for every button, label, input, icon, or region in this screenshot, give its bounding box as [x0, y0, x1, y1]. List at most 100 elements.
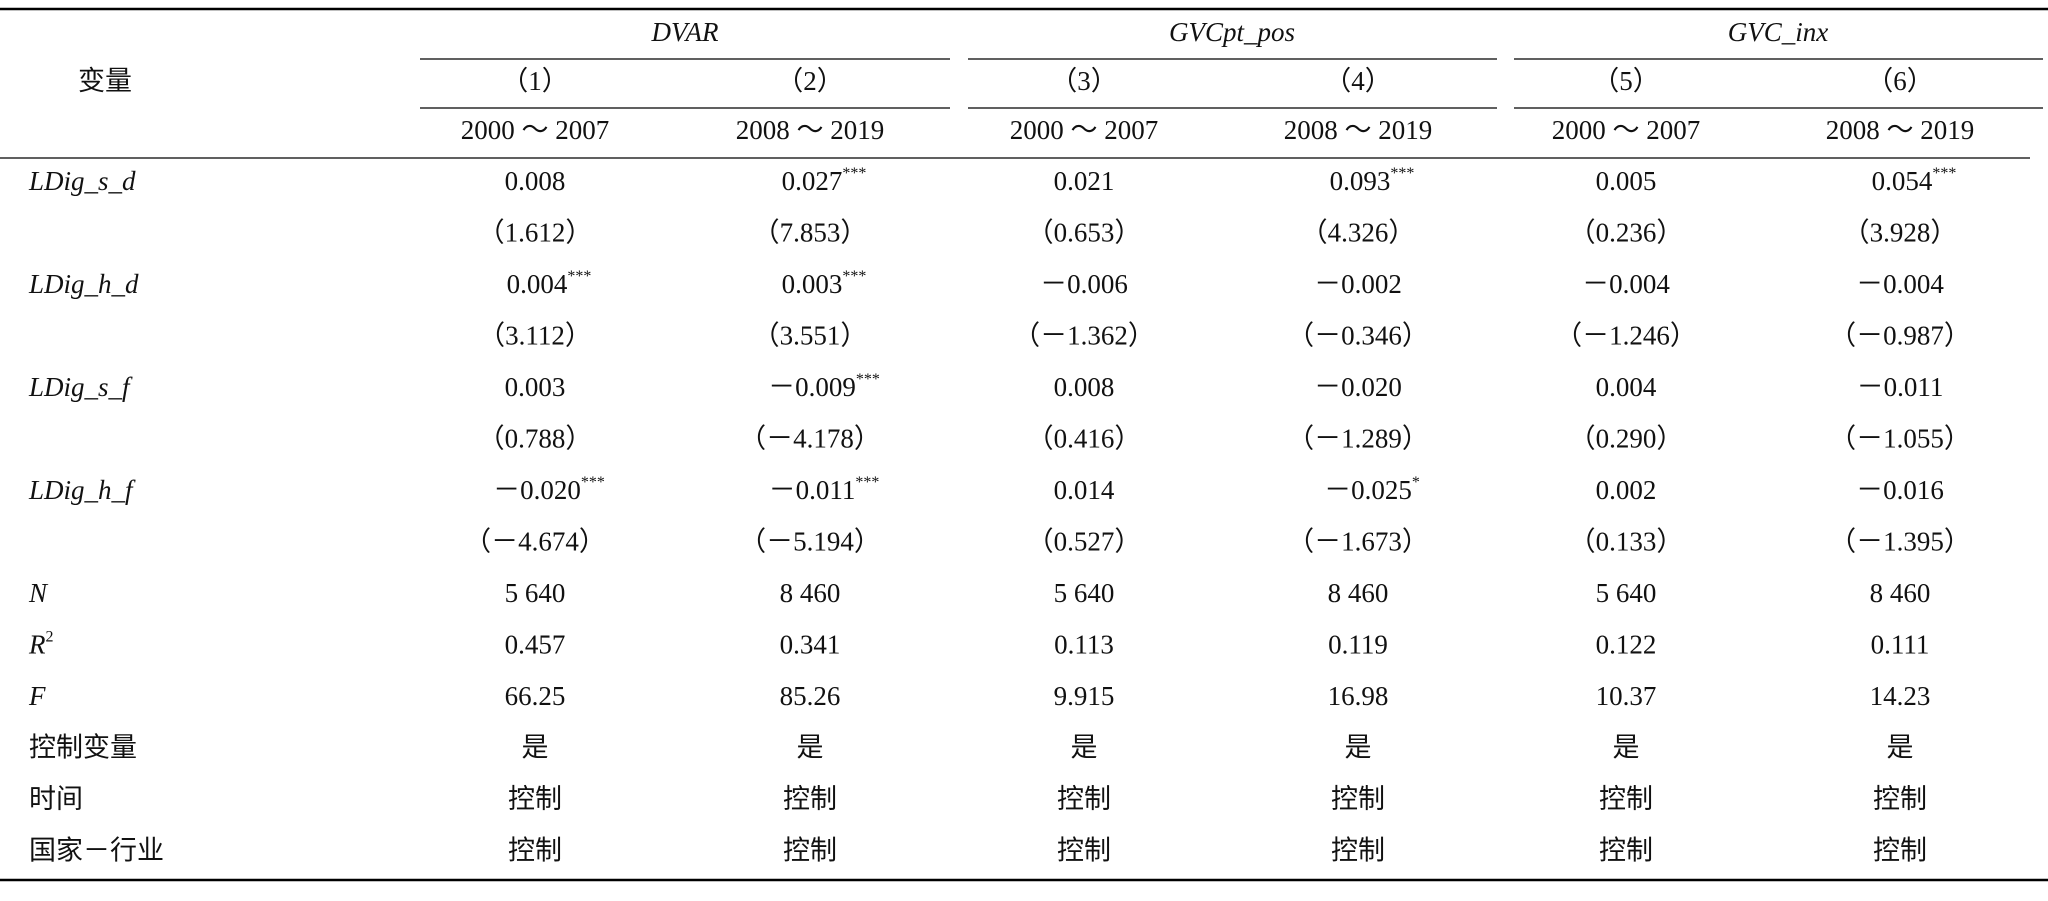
cell: 是	[1613, 733, 1640, 763]
cell-significance: ***	[581, 474, 605, 491]
cell-value: 0.027	[782, 166, 843, 196]
cell: （－1.673）	[1287, 527, 1429, 557]
cell: 控制	[783, 836, 837, 866]
group-header: GVCpt_pos	[1169, 17, 1295, 47]
cell: －0.020***	[493, 474, 605, 506]
cell: －0.009***	[768, 371, 880, 403]
cell: 0.003	[505, 372, 566, 402]
cell: 控制	[1873, 836, 1927, 866]
cell: 控制	[508, 784, 562, 814]
cell: （－1.362）	[1013, 321, 1155, 351]
cell: 0.014	[1054, 475, 1115, 505]
cell-value: －0.025	[1324, 475, 1412, 505]
cell-value: 0.054	[1872, 166, 1933, 196]
period-header: 2000 ～ 2007	[1010, 115, 1159, 145]
cell: 控制	[1057, 784, 1111, 814]
cell: 控制	[508, 836, 562, 866]
cell-significance: ***	[1932, 165, 1956, 182]
cell: 0.008	[505, 166, 566, 196]
cell: 0.005	[1596, 166, 1657, 196]
cell: 8 460	[780, 578, 841, 608]
cell: 8 460	[1328, 578, 1389, 608]
cell: －0.002	[1314, 269, 1402, 299]
cell: 16.98	[1328, 681, 1389, 711]
row-label: F	[28, 681, 46, 711]
cell: －0.004	[1856, 269, 1944, 299]
period-header: 2000 ～ 2007	[461, 115, 610, 145]
row-label: LDig_s_f	[28, 372, 133, 402]
cell: －0.011***	[769, 474, 880, 506]
cell: 0.113	[1054, 630, 1114, 660]
cell: 是	[522, 733, 549, 763]
cell: （－1.055）	[1829, 424, 1971, 454]
row-label: R2	[28, 628, 54, 660]
cell: －0.025*	[1324, 474, 1420, 506]
model-header: （5）	[1592, 66, 1660, 96]
cell: （－1.246）	[1555, 321, 1697, 351]
cell: 5 640	[505, 578, 566, 608]
cell-significance: ***	[567, 268, 591, 285]
period-header: 2008 ～ 2019	[1284, 115, 1433, 145]
cell: （－0.987）	[1829, 321, 1971, 351]
model-header: （2）	[776, 66, 844, 96]
cell: （－0.346）	[1287, 321, 1429, 351]
cell: 是	[1345, 733, 1372, 763]
cell: （0.788）	[478, 424, 593, 454]
cell: 0.002	[1596, 475, 1657, 505]
cell: 0.119	[1328, 630, 1388, 660]
cell: （0.416）	[1027, 424, 1142, 454]
cell: 14.23	[1870, 681, 1931, 711]
cell: 0.008	[1054, 372, 1115, 402]
cell: 0.021	[1054, 166, 1115, 196]
row-label: 时间	[29, 784, 83, 814]
cell: －0.011	[1857, 372, 1944, 402]
cell: 0.111	[1871, 630, 1930, 660]
cell: 0.004	[1596, 372, 1657, 402]
cell: （3.112）	[478, 321, 592, 351]
cell: 0.027***	[782, 165, 867, 197]
cell: 控制	[1873, 784, 1927, 814]
row-label-sup: 2	[46, 628, 54, 645]
cell: （4.326）	[1301, 218, 1416, 248]
cell-significance: ***	[842, 165, 866, 182]
cell-significance: *	[1412, 474, 1420, 491]
model-header: （1）	[501, 66, 569, 96]
cell-significance: ***	[1390, 165, 1414, 182]
cell: （－4.674）	[464, 527, 606, 557]
cell: －0.016	[1856, 475, 1944, 505]
cell: （－1.395）	[1829, 527, 1971, 557]
period-header: 2000 ～ 2007	[1552, 115, 1701, 145]
cell: （7.853）	[753, 218, 868, 248]
cell: （3.551）	[753, 321, 868, 351]
group-header: GVC_inx	[1728, 17, 1829, 47]
group-header: DVAR	[651, 17, 719, 47]
cell-value: 0.004	[507, 269, 568, 299]
cell: （0.236）	[1569, 218, 1684, 248]
cell: 控制	[783, 784, 837, 814]
cell: 66.25	[505, 681, 566, 711]
cell: （0.133）	[1569, 527, 1684, 557]
row-label: LDig_h_f	[28, 475, 136, 505]
period-header: 2008 ～ 2019	[736, 115, 885, 145]
cell: 10.37	[1596, 681, 1657, 711]
cell-value: －0.020	[493, 475, 581, 505]
model-header: （4）	[1324, 66, 1392, 96]
cell: 5 640	[1054, 578, 1115, 608]
cell: －0.006	[1040, 269, 1128, 299]
cell: 0.003***	[782, 268, 867, 300]
row-label-text: R	[28, 630, 46, 660]
cell: 9.915	[1054, 681, 1115, 711]
cell-significance: ***	[855, 474, 879, 491]
cell: 控制	[1331, 784, 1385, 814]
cell-value: 0.093	[1330, 166, 1391, 196]
cell-value: －0.011	[769, 475, 856, 505]
corner-label: 变量	[78, 66, 132, 96]
cell: （－4.178）	[739, 424, 881, 454]
row-label: N	[28, 578, 49, 608]
cell: （－5.194）	[739, 527, 881, 557]
cell: 是	[797, 733, 824, 763]
cell-significance: ***	[856, 371, 880, 388]
cell: （1.612）	[478, 218, 593, 248]
